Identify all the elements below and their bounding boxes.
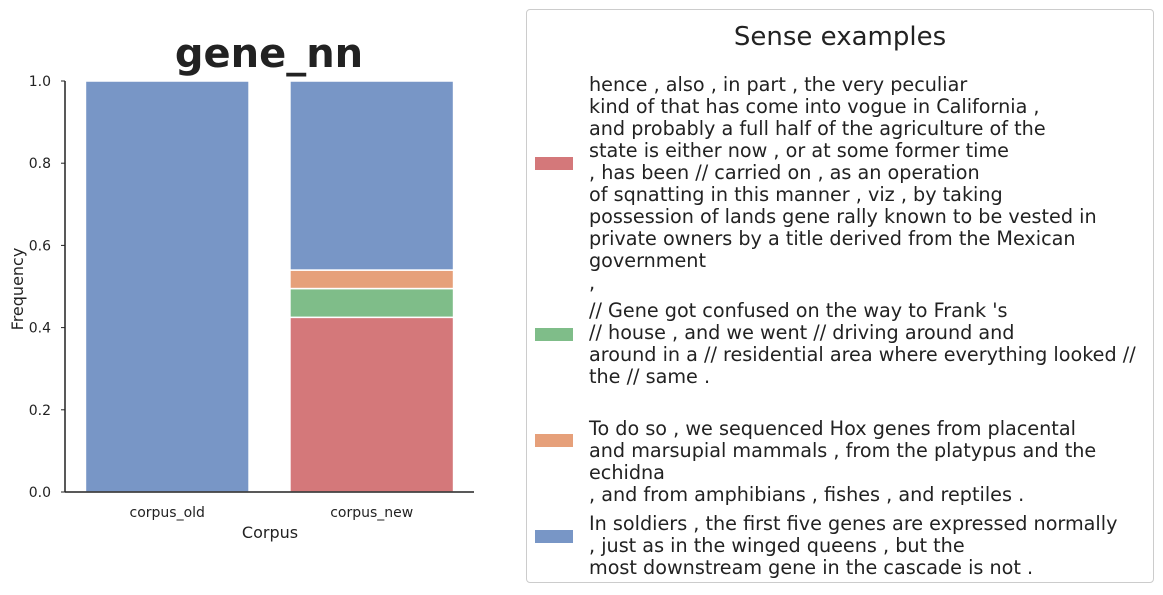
bars-group xyxy=(84,80,455,493)
legend-text: // Gene got confused on the way to Frank… xyxy=(589,299,1136,388)
x-tick-label: corpus_new xyxy=(330,505,413,521)
legend-swatch xyxy=(535,530,573,543)
y-tick-labels: 0.0 0.2 0.4 0.6 0.8 1.0 xyxy=(29,74,65,501)
legend-swatch xyxy=(535,328,573,341)
legend: Sense examples hence , also , in part , … xyxy=(526,9,1154,583)
bar-segment xyxy=(289,80,455,271)
y-axis-label: Frequency xyxy=(8,248,27,331)
legend-text: In soldiers , the first five genes are e… xyxy=(589,512,1118,579)
x-tick-labels: corpus_old corpus_new xyxy=(130,505,414,521)
legend-text: To do so , we sequenced Hox genes from p… xyxy=(589,417,1097,506)
legend-text: hence , also , in part , the very peculi… xyxy=(589,73,1097,294)
bar-segment xyxy=(289,269,455,290)
y-tick-label: 0.0 xyxy=(29,485,51,501)
y-tick-label: 0.4 xyxy=(29,321,51,337)
bar-segment xyxy=(289,316,455,493)
y-tick-label: 0.6 xyxy=(29,238,51,254)
chart-title: gene_nn xyxy=(175,31,363,77)
legend-title: Sense examples xyxy=(733,22,947,52)
bar-segment xyxy=(289,287,455,319)
legend-swatch xyxy=(535,434,573,447)
y-tick-label: 1.0 xyxy=(29,74,51,90)
bar-segment xyxy=(84,80,250,493)
y-tick-label: 0.2 xyxy=(29,403,51,419)
x-tick-label: corpus_old xyxy=(130,505,205,521)
x-axis-label: Corpus xyxy=(242,523,298,542)
bar-chart: gene_nn 0.00.20.40.60.81.0 corpus_old cor… xyxy=(8,31,474,542)
legend-swatch xyxy=(535,157,573,170)
y-tick-label: 0.8 xyxy=(29,156,51,172)
